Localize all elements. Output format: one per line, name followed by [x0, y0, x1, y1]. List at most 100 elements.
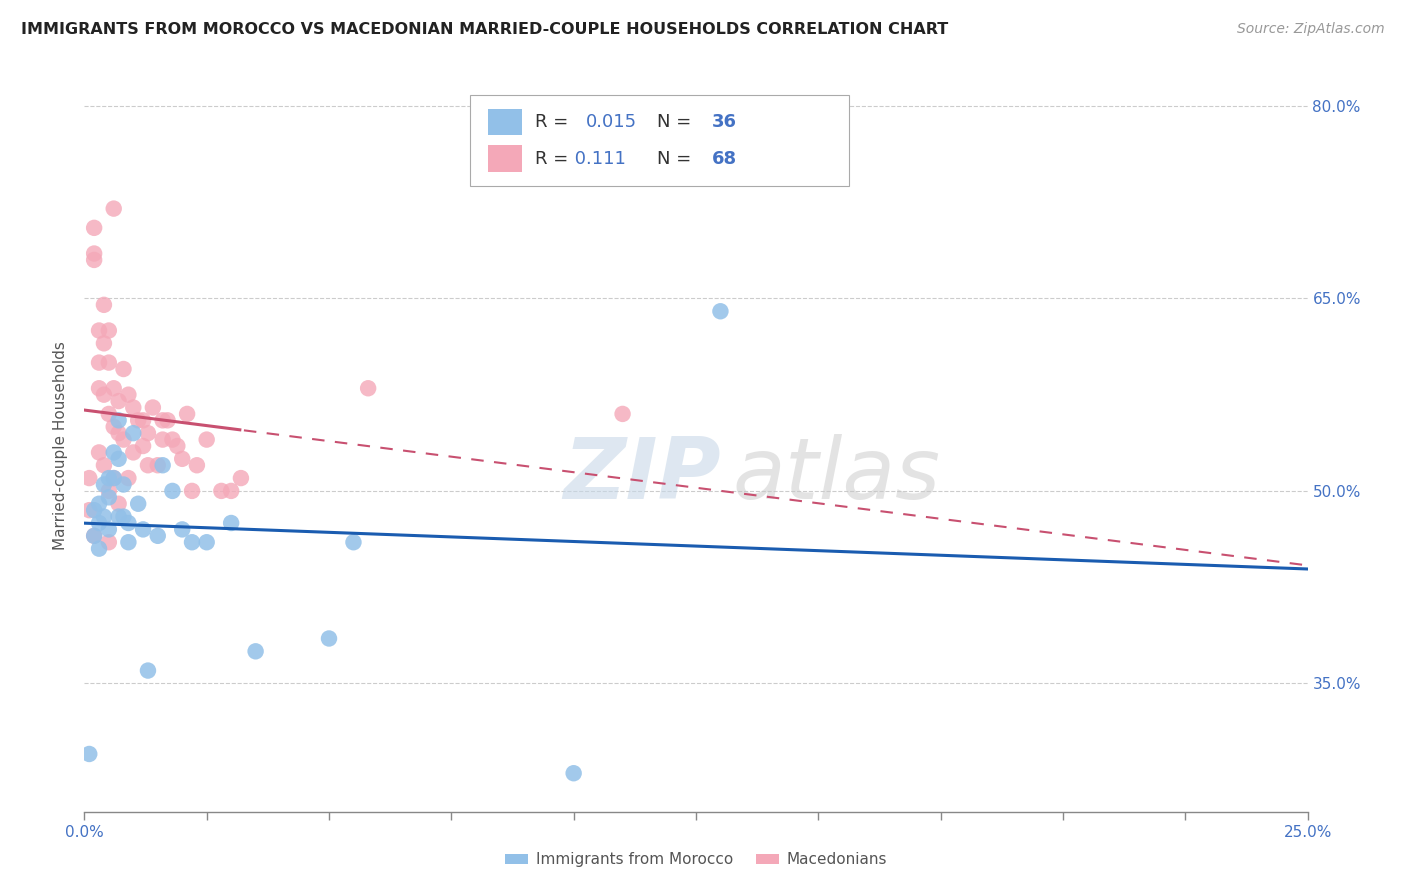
Macedonians: [117, 471, 139, 485]
FancyBboxPatch shape: [488, 145, 522, 171]
Text: 68: 68: [711, 150, 737, 168]
Macedonians: [132, 413, 155, 427]
Macedonians: [176, 407, 198, 421]
Macedonians: [97, 407, 120, 421]
Text: atlas: atlas: [733, 434, 941, 516]
Text: R =: R =: [534, 150, 574, 168]
Immigrants from Morocco: [112, 509, 135, 524]
Macedonians: [172, 451, 194, 466]
Immigrants from Morocco: [97, 491, 120, 505]
Macedonians: [97, 535, 120, 549]
Text: R =: R =: [534, 113, 574, 131]
Immigrants from Morocco: [103, 445, 125, 459]
Macedonians: [142, 401, 165, 415]
Immigrants from Morocco: [83, 503, 105, 517]
Macedonians: [219, 483, 242, 498]
Macedonians: [97, 324, 120, 338]
Macedonians: [93, 336, 115, 351]
Immigrants from Morocco: [117, 535, 139, 549]
Macedonians: [103, 202, 125, 216]
Macedonians: [107, 497, 129, 511]
Macedonians: [612, 407, 634, 421]
Immigrants from Morocco: [195, 535, 218, 549]
Immigrants from Morocco: [342, 535, 364, 549]
Macedonians: [357, 381, 380, 395]
Text: 0.111: 0.111: [569, 150, 626, 168]
Immigrants from Morocco: [136, 664, 159, 678]
Macedonians: [107, 394, 129, 409]
Macedonians: [103, 381, 125, 395]
Immigrants from Morocco: [103, 471, 125, 485]
Immigrants from Morocco: [562, 766, 585, 780]
Immigrants from Morocco: [77, 747, 100, 761]
Macedonians: [136, 426, 159, 441]
Immigrants from Morocco: [132, 523, 155, 537]
Text: 36: 36: [711, 113, 737, 131]
Macedonians: [122, 445, 145, 459]
Immigrants from Morocco: [97, 471, 120, 485]
Macedonians: [209, 483, 232, 498]
Macedonians: [103, 419, 125, 434]
Macedonians: [93, 458, 115, 473]
Macedonians: [87, 445, 110, 459]
Immigrants from Morocco: [181, 535, 204, 549]
Macedonians: [136, 458, 159, 473]
Immigrants from Morocco: [162, 483, 184, 498]
Immigrants from Morocco: [219, 516, 242, 530]
Text: IMMIGRANTS FROM MOROCCO VS MACEDONIAN MARRIED-COUPLE HOUSEHOLDS CORRELATION CHAR: IMMIGRANTS FROM MOROCCO VS MACEDONIAN MA…: [21, 22, 948, 37]
Macedonians: [156, 413, 179, 427]
Macedonians: [181, 483, 204, 498]
Text: 0.015: 0.015: [586, 113, 637, 131]
Macedonians: [107, 426, 129, 441]
Immigrants from Morocco: [107, 451, 129, 466]
Macedonians: [83, 220, 105, 235]
Macedonians: [132, 439, 155, 453]
Macedonians: [152, 433, 174, 447]
Macedonians: [93, 298, 115, 312]
Immigrants from Morocco: [83, 529, 105, 543]
Immigrants from Morocco: [318, 632, 340, 646]
FancyBboxPatch shape: [470, 95, 849, 186]
Macedonians: [195, 433, 218, 447]
Macedonians: [83, 252, 105, 267]
Y-axis label: Married-couple Households: Married-couple Households: [53, 342, 69, 550]
Immigrants from Morocco: [87, 497, 110, 511]
Immigrants from Morocco: [709, 304, 731, 318]
Macedonians: [127, 413, 149, 427]
Macedonians: [87, 381, 110, 395]
Immigrants from Morocco: [112, 477, 135, 491]
Macedonians: [103, 471, 125, 485]
Legend: Immigrants from Morocco, Macedonians: Immigrants from Morocco, Macedonians: [499, 847, 893, 873]
Text: N =: N =: [657, 150, 697, 168]
Macedonians: [112, 362, 135, 376]
Immigrants from Morocco: [152, 458, 174, 473]
Immigrants from Morocco: [122, 426, 145, 441]
Immigrants from Morocco: [127, 497, 149, 511]
Immigrants from Morocco: [87, 541, 110, 556]
Macedonians: [93, 387, 115, 401]
Macedonians: [97, 483, 120, 498]
Macedonians: [87, 355, 110, 369]
Immigrants from Morocco: [93, 509, 115, 524]
Macedonians: [162, 433, 184, 447]
Immigrants from Morocco: [87, 516, 110, 530]
Immigrants from Morocco: [93, 477, 115, 491]
Macedonians: [97, 355, 120, 369]
Macedonians: [87, 324, 110, 338]
Immigrants from Morocco: [172, 523, 194, 537]
Macedonians: [112, 433, 135, 447]
Macedonians: [186, 458, 208, 473]
Immigrants from Morocco: [97, 523, 120, 537]
Immigrants from Morocco: [107, 413, 129, 427]
Immigrants from Morocco: [107, 509, 129, 524]
Text: N =: N =: [657, 113, 697, 131]
FancyBboxPatch shape: [488, 109, 522, 136]
Macedonians: [77, 471, 100, 485]
Macedonians: [122, 401, 145, 415]
Macedonians: [152, 413, 174, 427]
Macedonians: [146, 458, 169, 473]
Macedonians: [117, 387, 139, 401]
Macedonians: [166, 439, 188, 453]
Text: ZIP: ZIP: [562, 434, 720, 516]
Text: Source: ZipAtlas.com: Source: ZipAtlas.com: [1237, 22, 1385, 37]
